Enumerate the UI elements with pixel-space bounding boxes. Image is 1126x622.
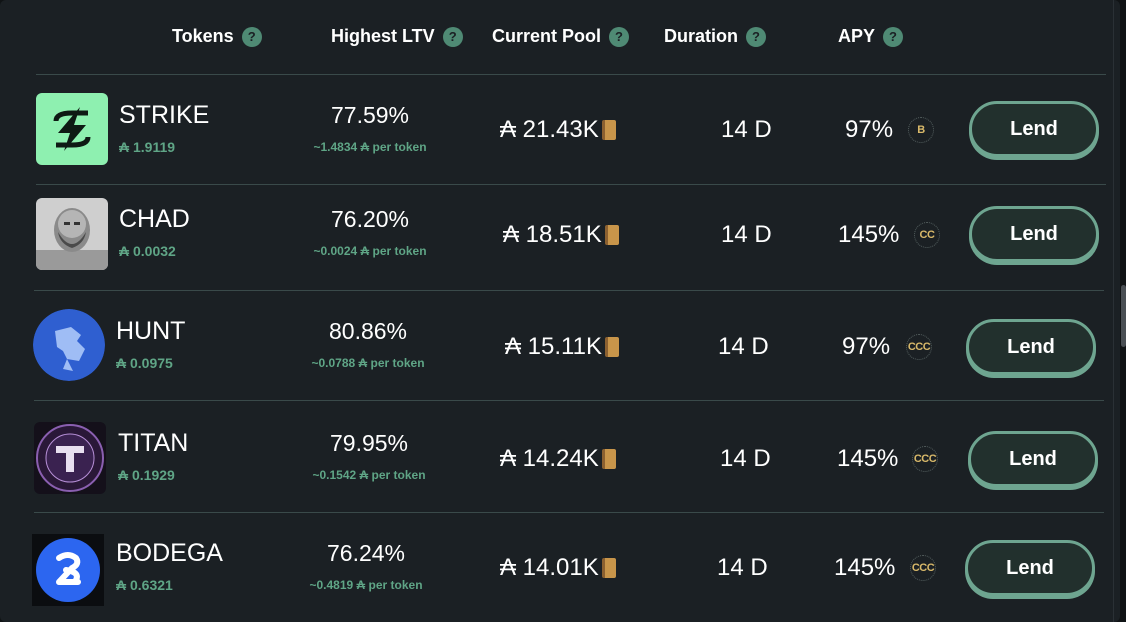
highest-ltv-value: 76.20% <box>330 206 409 232</box>
duration-value: 14 D <box>721 116 772 143</box>
highest-ltv-value: 77.59% <box>330 102 409 128</box>
token-price: ₳ 0.0975 <box>116 355 173 371</box>
header-tokens: Tokens ? <box>172 26 262 47</box>
table-header: Tokens ? Highest LTV ? Current Pool ? Du… <box>0 26 1120 54</box>
ltv-per-token: ~1.4834 ₳ per token <box>313 140 427 154</box>
chad-logo <box>36 198 108 270</box>
pool-amount: ₳ 14.01K <box>500 554 599 581</box>
row-divider <box>36 74 1106 75</box>
apy-value: 97% <box>842 333 891 360</box>
duration-value: 14 D <box>720 445 771 472</box>
lend-button[interactable]: Lend <box>968 431 1098 487</box>
help-icon[interactable]: ? <box>883 26 904 47</box>
lend-button[interactable]: Lend <box>965 540 1095 596</box>
rating-badge: CCC <box>912 446 938 472</box>
ltv-per-token: ~0.0788 ₳ per token <box>311 356 425 370</box>
header-tokens-label: Tokens <box>172 26 234 46</box>
book-icon <box>601 449 616 469</box>
table-row-strike: STRIKE ₳ 1.9119 77.59% ~1.4834 ₳ per tok… <box>0 75 1120 185</box>
row-divider <box>34 290 1104 291</box>
current-pool: ₳ 18.51K <box>503 221 619 249</box>
table-row-chad: CHAD ₳ 0.0032 76.20% ~0.0024 ₳ per token… <box>0 185 1120 295</box>
book-icon <box>604 225 619 245</box>
pool-amount: ₳ 21.43K <box>500 116 599 143</box>
current-pool: ₳ 21.43K <box>500 116 616 144</box>
current-pool: ₳ 14.01K <box>500 554 616 582</box>
pool-amount: ₳ 15.11K <box>505 333 602 360</box>
help-icon[interactable]: ? <box>746 26 766 47</box>
token-name: BODEGA <box>116 539 223 567</box>
lend-button[interactable]: Lend <box>969 206 1099 262</box>
hunt-logo <box>33 309 105 381</box>
header-current-pool-label: Current Pool <box>492 26 602 46</box>
header-highest-ltv-label: Highest LTV <box>331 26 435 46</box>
header-duration-label: Duration <box>664 26 738 46</box>
duration-value: 14 D <box>721 221 772 248</box>
book-icon <box>604 337 619 357</box>
panel-edge <box>1113 0 1114 622</box>
ltv-per-token: ~0.0024 ₳ per token <box>313 244 427 258</box>
rating-badge: CCC <box>906 334 932 360</box>
token-name: TITAN <box>118 429 189 457</box>
titan-logo <box>34 422 106 494</box>
scrollbar-thumb[interactable] <box>1121 285 1126 347</box>
token-name: CHAD <box>119 205 190 233</box>
help-icon[interactable]: ? <box>442 26 463 47</box>
duration-value: 14 D <box>717 554 768 581</box>
token-name: STRIKE <box>119 101 210 129</box>
row-divider <box>34 512 1104 513</box>
header-apy: APY ? <box>838 26 904 47</box>
row-divider <box>36 184 1106 185</box>
book-icon <box>601 558 616 578</box>
rating-badge: CC <box>914 222 940 248</box>
token-name: HUNT <box>116 317 186 345</box>
highest-ltv-value: 76.24% <box>326 540 405 566</box>
duration-value: 14 D <box>718 333 769 360</box>
token-price: ₳ 0.1929 <box>118 467 175 483</box>
highest-ltv-value: 80.86% <box>328 318 407 344</box>
current-pool: ₳ 15.11K <box>505 333 619 361</box>
token-price: ₳ 1.9119 <box>119 139 176 155</box>
lend-button[interactable]: Lend <box>969 101 1099 157</box>
rating-badge: B <box>908 117 934 143</box>
bodega-logo <box>32 534 104 606</box>
ltv-per-token: ~0.4819 ₳ per token <box>309 578 423 592</box>
ltv-per-token: ~0.1542 ₳ per token <box>312 468 426 482</box>
apy-value: 97% <box>845 116 894 143</box>
pool-amount: ₳ 14.24K <box>500 445 599 472</box>
rating-badge: CCC <box>910 555 936 581</box>
table-row-titan: TITAN ₳ 0.1929 79.95% ~0.1542 ₳ per toke… <box>0 401 1120 511</box>
header-current-pool: Current Pool ? <box>492 26 630 47</box>
current-pool: ₳ 14.24K <box>500 445 616 473</box>
book-icon <box>601 120 616 140</box>
apy-value: 145% <box>834 554 896 581</box>
token-price: ₳ 0.0032 <box>119 243 176 259</box>
lend-button[interactable]: Lend <box>966 319 1096 375</box>
help-icon[interactable]: ? <box>609 26 630 47</box>
token-price: ₳ 0.6321 <box>116 577 173 593</box>
header-duration: Duration ? <box>664 26 766 47</box>
apy-value: 145% <box>838 221 900 248</box>
highest-ltv-value: 79.95% <box>329 430 408 456</box>
header-apy-label: APY <box>838 26 876 46</box>
table-row-bodega: BODEGA ₳ 0.6321 76.24% ~0.4819 ₳ per tok… <box>0 513 1120 622</box>
table-row-hunt: HUNT ₳ 0.0975 80.86% ~0.0788 ₳ per token… <box>0 291 1120 401</box>
pool-amount: ₳ 18.51K <box>503 221 602 248</box>
help-icon[interactable]: ? <box>241 26 262 47</box>
apy-value: 145% <box>837 445 899 472</box>
strike-logo <box>36 93 108 165</box>
row-divider <box>34 400 1104 401</box>
header-highest-ltv: Highest LTV ? <box>331 26 463 47</box>
